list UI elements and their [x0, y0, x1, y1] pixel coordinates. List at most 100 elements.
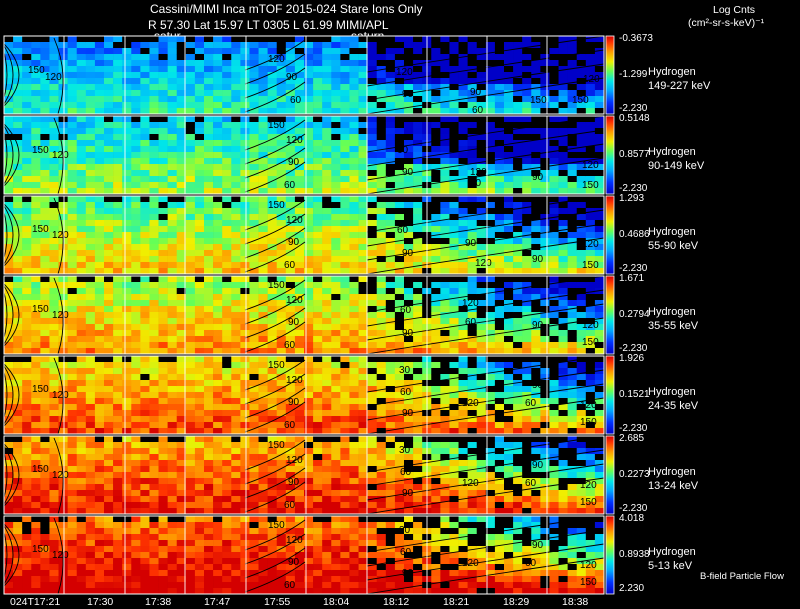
heatmap-cell: [558, 262, 568, 269]
heatmap-cell: [467, 152, 478, 159]
heatmap-cell: [558, 48, 568, 55]
heatmap-cell: [322, 146, 332, 153]
heatmap-cell: [76, 158, 87, 165]
heatmap-cell: [113, 268, 123, 275]
heatmap-cell: [367, 152, 378, 159]
heatmap-cell: [449, 282, 459, 289]
heatmap-cell: [431, 90, 441, 97]
heatmap-cell: [231, 196, 241, 203]
heatmap-cell: [149, 502, 159, 509]
heatmap-cell: [440, 164, 450, 171]
heatmap-cell: [122, 48, 132, 55]
heatmap-cell: [349, 78, 359, 85]
heatmap-cell: [240, 238, 250, 245]
heatmap-cell: [394, 342, 405, 349]
contour-line: [244, 119, 306, 151]
heatmap-cell: [549, 232, 559, 239]
heatmap-cell: [67, 268, 78, 275]
heatmap-cell: [249, 256, 259, 263]
heatmap-cell: [567, 428, 578, 435]
heatmap-cell: [22, 238, 32, 245]
heatmap-cell: [322, 428, 332, 435]
heatmap-cell: [331, 208, 341, 215]
heatmap-cell: [22, 220, 32, 227]
heatmap-cell: [222, 392, 232, 399]
heatmap-cell: [385, 66, 396, 73]
heatmap-cell: [267, 188, 278, 195]
heatmap-cell: [94, 330, 105, 337]
heatmap-cell: [194, 48, 205, 55]
heatmap-cell: [176, 202, 187, 209]
heatmap-cell: [367, 300, 378, 307]
heatmap-cell: [104, 102, 114, 109]
heatmap-cell: [467, 282, 478, 289]
heatmap-cell: [376, 152, 387, 159]
heatmap-cell: [449, 404, 459, 411]
heatmap-cell: [449, 268, 459, 275]
heatmap-cell: [540, 226, 550, 233]
heatmap-cell: [40, 262, 50, 269]
heatmap-cell: [385, 134, 396, 141]
heatmap-cell: [349, 158, 359, 165]
heatmap-cell: [276, 294, 287, 301]
heatmap-cell: [285, 442, 296, 449]
heatmap-cell: [413, 54, 423, 61]
heatmap-cell: [40, 60, 50, 67]
heatmap-cell: [267, 78, 278, 85]
heatmap-cell: [213, 490, 223, 497]
heatmap-cell: [304, 472, 314, 479]
heatmap-cell: [22, 232, 32, 239]
heatmap-cell: [240, 36, 250, 43]
heatmap-cell: [213, 232, 223, 239]
heatmap-cell: [94, 324, 105, 331]
heatmap-cell: [440, 182, 450, 189]
heatmap-cell: [313, 196, 323, 203]
heatmap-cell: [322, 134, 332, 141]
heatmap-cell: [485, 84, 496, 91]
heatmap-cell: [504, 116, 514, 123]
heatmap-cell: [522, 84, 532, 91]
heatmap-cell: [276, 466, 287, 473]
heatmap-cell: [522, 170, 532, 177]
heatmap-cell: [204, 140, 214, 147]
heatmap-cell: [558, 428, 568, 435]
heatmap-cell: [494, 214, 505, 221]
heatmap-cell: [31, 288, 41, 295]
heatmap-cell: [167, 306, 178, 313]
heatmap-cell: [194, 84, 205, 91]
heatmap-cell: [13, 102, 23, 109]
heatmap-cell: [176, 484, 187, 491]
heatmap-cell: [140, 490, 150, 497]
heatmap-cell: [413, 84, 423, 91]
heatmap-cell: [176, 460, 187, 467]
contour-label: 150: [582, 260, 599, 271]
heatmap-cell: [513, 146, 523, 153]
heatmap-cell: [513, 66, 523, 73]
heatmap-cell: [276, 108, 287, 115]
heatmap-cell: [40, 48, 50, 55]
heatmap-cell: [76, 448, 87, 455]
heatmap-cell: [276, 348, 287, 355]
heatmap-cell: [122, 170, 132, 177]
heatmap-cell: [140, 422, 150, 429]
heatmap-cell: [113, 342, 123, 349]
heatmap-cell: [22, 108, 32, 115]
heatmap-cell: [231, 404, 241, 411]
heatmap-cell: [540, 342, 550, 349]
heatmap-cell: [4, 116, 14, 123]
heatmap-cell: [485, 48, 496, 55]
heatmap-cell: [267, 460, 278, 467]
heatmap-cell: [458, 164, 468, 171]
heatmap-cell: [313, 72, 323, 79]
heatmap-cell: [440, 318, 450, 325]
heatmap-cell: [158, 48, 168, 55]
heatmap-cell: [404, 368, 414, 375]
heatmap-cell: [13, 208, 23, 215]
heatmap-cell: [458, 282, 468, 289]
heatmap-cell: [394, 108, 405, 115]
heatmap-cell: [22, 324, 32, 331]
heatmap-cell: [4, 318, 14, 325]
heatmap-cell: [313, 122, 323, 129]
heatmap-cell: [567, 268, 578, 275]
